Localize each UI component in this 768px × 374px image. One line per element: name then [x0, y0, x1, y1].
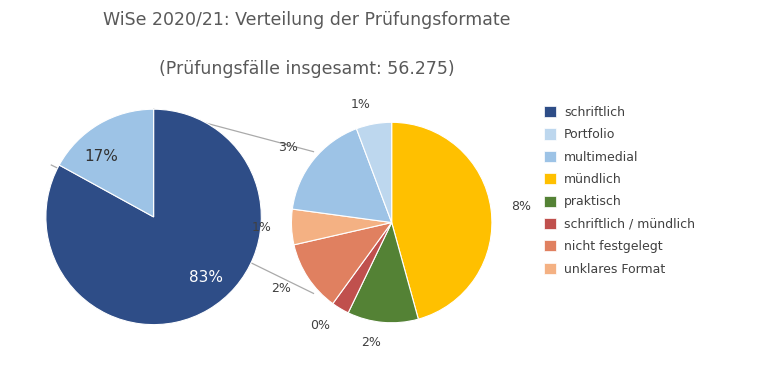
Text: 8%: 8%: [511, 200, 531, 213]
Text: 0%: 0%: [310, 319, 330, 332]
Text: 2%: 2%: [271, 282, 291, 295]
Text: 83%: 83%: [189, 270, 223, 285]
Legend: schriftlich, Portfolio, multimedial, mündlich, praktisch, schriftlich / mündlich: schriftlich, Portfolio, multimedial, mün…: [544, 106, 695, 276]
Wedge shape: [293, 129, 392, 223]
Text: (Prüfungsfälle insgesamt: 56.275): (Prüfungsfälle insgesamt: 56.275): [160, 60, 455, 78]
Wedge shape: [46, 109, 261, 325]
Text: 17%: 17%: [84, 149, 118, 164]
Wedge shape: [294, 223, 392, 304]
Text: WiSe 2020/21: Verteilung der Prüfungsformate: WiSe 2020/21: Verteilung der Prüfungsfor…: [104, 11, 511, 29]
Text: 2%: 2%: [361, 336, 381, 349]
Wedge shape: [392, 122, 492, 319]
Wedge shape: [348, 223, 419, 323]
Text: 1%: 1%: [252, 221, 272, 234]
Wedge shape: [356, 122, 392, 223]
Wedge shape: [291, 209, 392, 245]
Text: 3%: 3%: [278, 141, 298, 154]
Text: 1%: 1%: [350, 98, 370, 111]
Wedge shape: [59, 109, 154, 217]
Wedge shape: [333, 223, 392, 313]
